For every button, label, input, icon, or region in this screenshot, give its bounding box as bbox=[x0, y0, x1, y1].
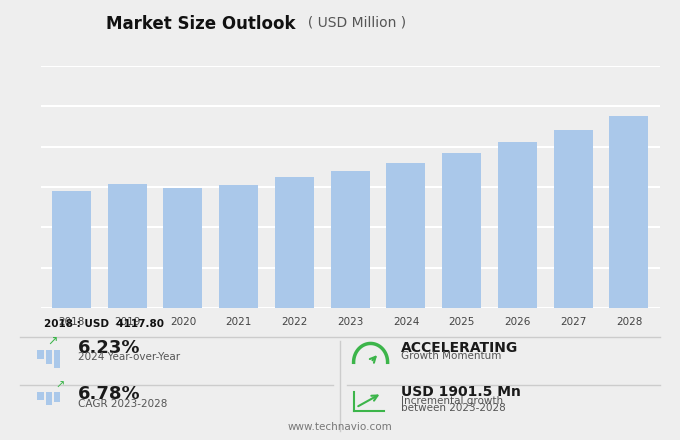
Text: ACCELERATING: ACCELERATING bbox=[401, 341, 518, 355]
Bar bbox=[330, 171, 370, 308]
Text: Growth Momentum: Growth Momentum bbox=[401, 351, 502, 360]
Text: 2018 : USD  4117.80: 2018 : USD 4117.80 bbox=[44, 319, 164, 329]
Bar bbox=[275, 177, 314, 308]
Bar bbox=[386, 163, 426, 308]
Text: ↗: ↗ bbox=[56, 381, 65, 391]
Text: 6.23%: 6.23% bbox=[78, 340, 141, 357]
Bar bbox=[554, 130, 593, 308]
Bar bbox=[442, 153, 481, 308]
Text: 2024 Year-over-Year: 2024 Year-over-Year bbox=[78, 352, 180, 362]
Text: USD 1901.5 Mn: USD 1901.5 Mn bbox=[401, 385, 521, 400]
Text: ( USD Million ): ( USD Million ) bbox=[299, 15, 407, 29]
Bar bbox=[498, 142, 537, 308]
Text: ↗: ↗ bbox=[47, 335, 58, 348]
Text: Incremental growth: Incremental growth bbox=[401, 396, 503, 406]
Text: between 2023-2028: between 2023-2028 bbox=[401, 403, 506, 413]
Bar bbox=[107, 184, 147, 308]
Bar bbox=[609, 116, 649, 308]
Bar bbox=[219, 185, 258, 308]
Text: Market Size Outlook: Market Size Outlook bbox=[106, 15, 296, 33]
Text: CAGR 2023-2028: CAGR 2023-2028 bbox=[78, 399, 167, 409]
Text: www.technavio.com: www.technavio.com bbox=[288, 422, 392, 432]
Bar bbox=[52, 191, 91, 308]
Text: 6.78%: 6.78% bbox=[78, 385, 141, 403]
Bar bbox=[163, 188, 203, 308]
